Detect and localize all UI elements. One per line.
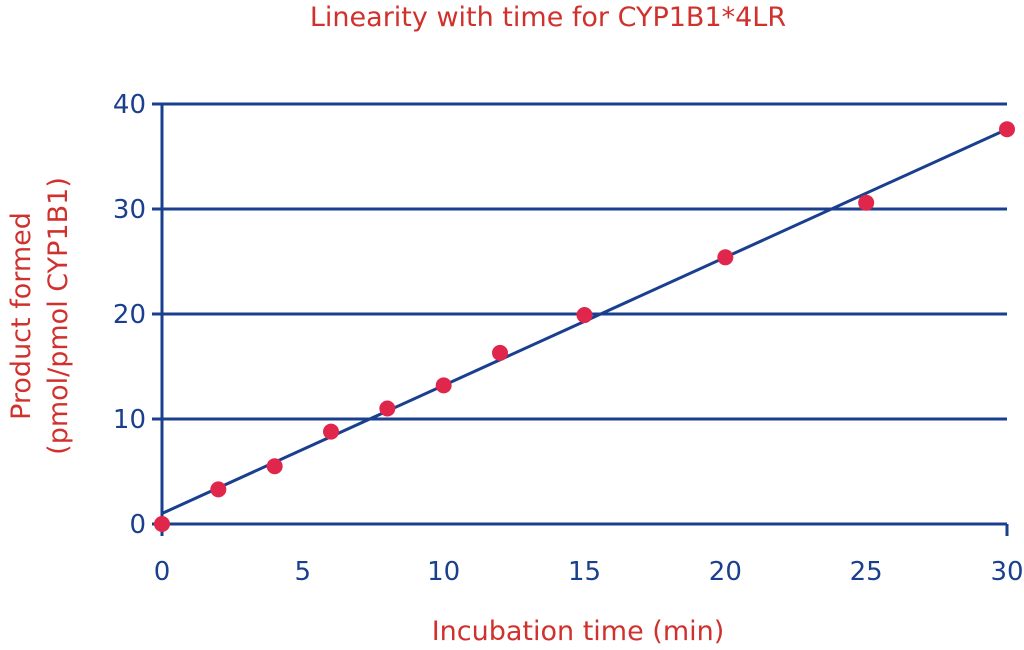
y-tick-label-10: 10 [113,405,146,435]
y-tick-labels: 0 10 20 30 40 [113,90,146,540]
x-axis-label: Incubation time (min) [432,616,725,647]
data-point [717,249,734,266]
x-tick-labels: 0 5 10 15 20 25 30 [154,557,1024,587]
x-tick-label-25: 25 [850,557,883,587]
data-point [210,481,227,498]
x-tick-label-15: 15 [568,557,601,587]
y-tick-label-0: 0 [129,510,146,540]
data-point [379,400,396,417]
y-axis-label-line2: (pmol/pmol CYP1B1) [43,177,74,455]
data-point [858,194,875,211]
y-tick-label-30: 30 [113,195,146,225]
x-tick-label-5: 5 [295,557,312,587]
data-point [323,423,339,440]
axes [152,102,1009,536]
x-tick-label-30: 30 [990,557,1023,587]
data-point [435,377,452,394]
grid-lines [162,102,1007,421]
data-point [576,307,593,324]
data-point [492,344,508,361]
chart-title: Linearity with time for CYP1B1*4LR [310,2,786,33]
y-tick-label-20: 20 [113,300,146,330]
data-points [154,121,1015,532]
x-tick-label-0: 0 [154,557,171,587]
data-point [999,121,1015,138]
y-axis-label-line1: Product formed [6,212,37,420]
y-axis-label: Product formed (pmol/pmol CYP1B1) [6,177,74,455]
data-point [154,516,170,532]
data-point [266,458,283,475]
y-tick-label-40: 40 [113,90,146,120]
x-tick-label-20: 20 [709,557,742,587]
x-tick-label-10: 10 [427,557,460,587]
